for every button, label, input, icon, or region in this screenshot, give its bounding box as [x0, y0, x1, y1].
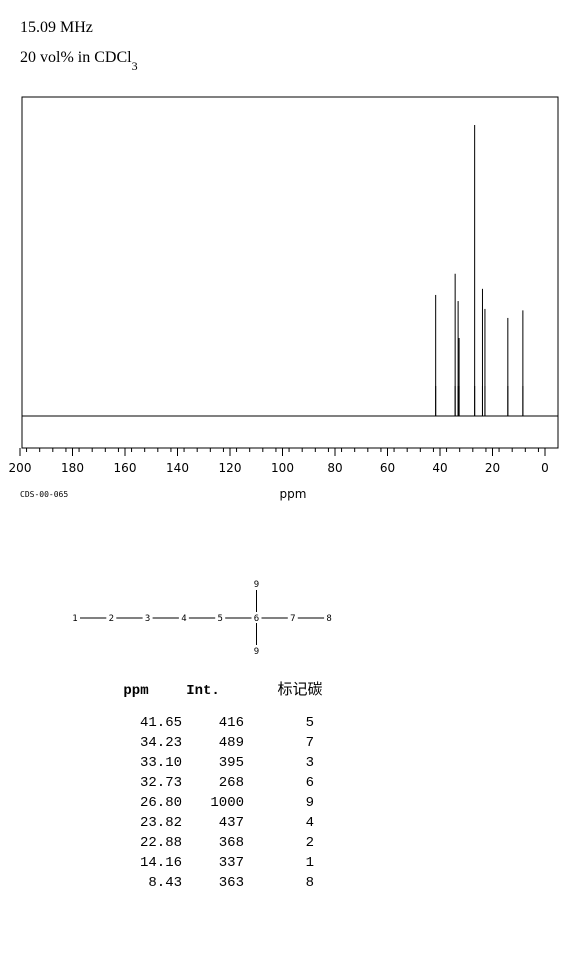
spectrum-code: CDS-00-065	[20, 490, 68, 499]
x-tick-label: 160	[114, 461, 137, 475]
table-cell: 337	[219, 855, 244, 871]
x-tick-label: 100	[271, 461, 294, 475]
solvent: 20 vol% in CDCl	[20, 49, 132, 66]
table-cell: 14.16	[140, 855, 182, 871]
table-cell: 437	[219, 815, 244, 831]
table-cell: 22.88	[140, 835, 182, 851]
x-tick-label: 0	[541, 461, 549, 475]
table-cell: 26.80	[140, 795, 182, 811]
table-header: Int.	[186, 683, 220, 699]
table-cell: 32.73	[140, 775, 182, 791]
table-cell: 416	[219, 715, 244, 731]
table-cell: 33.10	[140, 755, 182, 771]
atom-label: 5	[217, 614, 222, 624]
table-cell: 489	[219, 735, 244, 751]
frequency: 15.09 MHz	[20, 19, 93, 36]
table-cell: 5	[306, 715, 314, 731]
table-cell: 7	[306, 735, 314, 751]
table-cell: 9	[306, 795, 314, 811]
atom-label: 4	[181, 614, 186, 624]
atom-label: 6	[254, 614, 259, 624]
atom-label: 1	[72, 614, 77, 624]
table-cell: 268	[219, 775, 244, 791]
table-cell: 363	[219, 875, 244, 891]
table-cell: 368	[219, 835, 244, 851]
table-cell: 34.23	[140, 735, 182, 751]
solvent-subscript: 3	[132, 59, 138, 73]
atom-label: 2	[109, 614, 114, 624]
x-tick-label: 120	[219, 461, 242, 475]
table-cell: 3	[306, 755, 314, 771]
atom-label: 8	[326, 614, 331, 624]
table-cell: 1	[306, 855, 314, 871]
x-tick-label: 40	[432, 461, 447, 475]
x-tick-label: 60	[380, 461, 395, 475]
atom-label: 9	[254, 580, 259, 590]
table-cell: 8.43	[148, 875, 182, 891]
x-tick-label: 200	[9, 461, 32, 475]
table-cell: 6	[306, 775, 314, 791]
table-cell: 23.82	[140, 815, 182, 831]
table-header: ppm	[123, 683, 148, 699]
x-tick-label: 180	[61, 461, 84, 475]
table-cell: 4	[306, 815, 314, 831]
table-cell: 395	[219, 755, 244, 771]
table-header: 标记碳	[277, 681, 322, 698]
table-cell: 8	[306, 875, 314, 891]
atom-label: 7	[290, 614, 295, 624]
table-cell: 41.65	[140, 715, 182, 731]
atom-label: 3	[145, 614, 150, 624]
atom-label: 9	[254, 647, 259, 657]
plot-frame	[21, 96, 559, 449]
table-cell: 1000	[210, 795, 244, 811]
table-cell: 2	[306, 835, 314, 851]
x-tick-label: 140	[166, 461, 189, 475]
x-axis-label: ppm	[280, 487, 307, 501]
x-tick-label: 20	[485, 461, 500, 475]
x-tick-label: 80	[327, 461, 342, 475]
